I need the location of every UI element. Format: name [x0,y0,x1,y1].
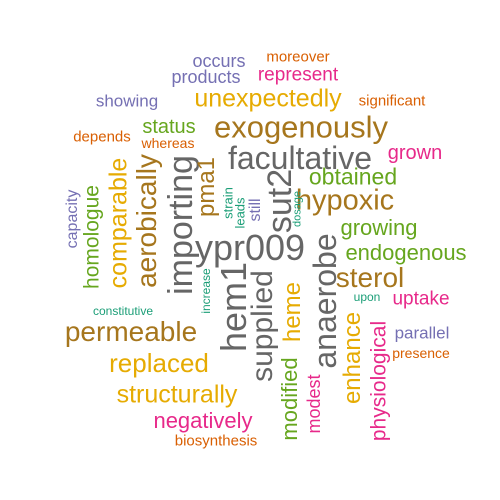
word-supplied: supplied [246,270,279,382]
word-showing: showing [95,91,159,111]
word-whereas: whereas [141,135,195,151]
word-constitutive: constitutive [92,304,154,318]
word-grown: grown [387,142,443,164]
word-capacity: capacity [64,189,81,249]
word-products: products [171,67,241,87]
word-significant: significant [358,92,426,110]
word-leads: leads [232,197,248,229]
word-pma1: pma1 [193,156,220,218]
word-biosynthesis: biosynthesis [174,432,258,450]
word-moreover: moreover [266,48,330,66]
word-modest: modest [304,374,324,434]
word-comparable: comparable [104,157,133,289]
word-homologue: homologue [80,185,104,289]
word-unexpectedly: unexpectedly [194,84,342,113]
word-obtained: obtained [308,163,398,190]
word-represent: represent [257,64,339,86]
word-physiological: physiological [367,320,391,442]
word-parallel: parallel [394,323,450,343]
word-exogenously: exogenously [213,109,389,145]
word-aerobically: aerobically [131,154,162,288]
word-hypoxic: hypoxic [295,184,395,217]
word-anaerobe: anaerobe [307,233,343,369]
word-upon: upon [353,290,381,304]
word-heme: heme [279,281,306,343]
word-facultative: facultative [227,140,373,176]
word-dosage: dosage [291,190,304,228]
word-increase: increase [199,268,213,314]
word-ypr009: ypr009 [194,227,306,268]
word-permeable: permeable [64,316,198,347]
word-status: status [142,116,196,138]
word-growing: growing [340,215,418,240]
word-enhance: enhance [339,311,366,405]
word-negatively: negatively [153,408,253,433]
word-sterol: sterol [335,262,405,293]
word-uptake: uptake [392,288,450,310]
word-presence: presence [392,345,450,361]
word-occurs: occurs [192,51,246,71]
word-depends: depends [73,128,131,146]
word-replaced: replaced [109,348,209,378]
word-structurally: structurally [116,380,238,409]
word-modified: modified [277,357,302,441]
word-endogenous: endogenous [345,240,467,265]
